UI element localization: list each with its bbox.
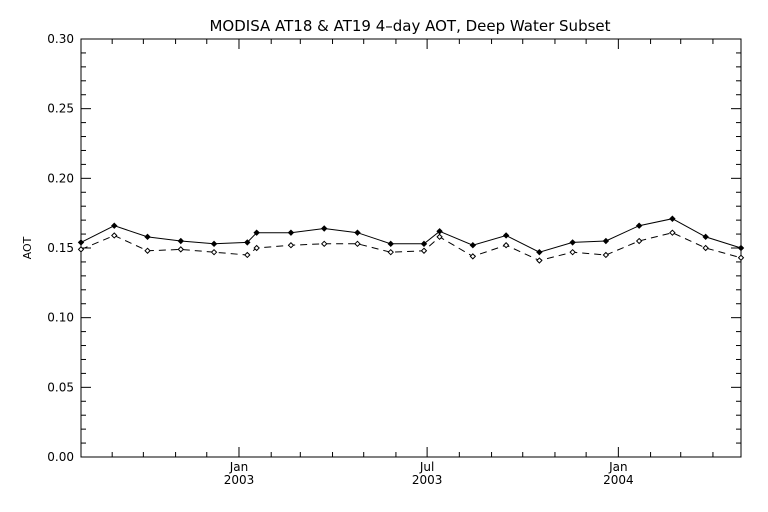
data-point-solid-series	[469, 242, 477, 249]
data-point-solid-series	[737, 244, 745, 252]
data-point-dashed-series	[669, 229, 676, 236]
chart-title: MODISA AT18 & AT19 4–day AOT, Deep Water…	[209, 17, 610, 35]
data-point-dashed-series	[737, 254, 745, 261]
data-point-solid-series	[77, 239, 85, 246]
y-tick-label: 0.05	[47, 380, 74, 394]
data-point-dashed-series	[210, 248, 218, 256]
x-tick-label-year: 2004	[603, 473, 634, 487]
axis-ticks	[81, 38, 741, 458]
data-point-solid-series	[536, 248, 543, 256]
x-tick-label-month: Jan	[608, 460, 628, 474]
data-point-solid-series	[387, 240, 394, 248]
x-tick-label-year: 2003	[412, 473, 443, 487]
data-point-dashed-series	[77, 246, 85, 253]
y-axis-title: AOT	[21, 236, 34, 259]
data-point-solid-series	[569, 239, 576, 246]
data-point-dashed-series	[177, 246, 184, 253]
data-point-dashed-series	[244, 251, 251, 259]
x-tick-label-month: Jul	[419, 460, 434, 474]
y-tick-label: 0.20	[47, 171, 74, 185]
x-tick-label-year: 2003	[224, 473, 255, 487]
data-point-dashed-series	[387, 248, 394, 256]
data-point-dashed-series	[702, 244, 709, 252]
data-point-dashed-series	[502, 242, 510, 249]
data-point-dashed-series	[635, 237, 643, 245]
data-point-dashed-series	[321, 240, 328, 248]
data-point-solid-series	[420, 240, 428, 248]
data-point-dashed-series	[144, 247, 151, 254]
data-point-solid-series	[244, 239, 251, 246]
y-tick-label: 0.00	[47, 450, 74, 464]
data-point-solid-series	[144, 233, 151, 241]
data-point-dashed-series	[602, 251, 610, 259]
data-point-solid-series	[602, 237, 610, 245]
data-point-dashed-series	[111, 232, 118, 239]
data-point-solid-series	[210, 240, 218, 248]
data-point-solid-series	[111, 222, 118, 229]
data-point-dashed-series	[436, 233, 443, 241]
data-point-solid-series	[287, 229, 295, 236]
data-point-solid-series	[669, 215, 676, 222]
data-point-solid-series	[635, 222, 643, 229]
data-point-solid-series	[253, 229, 260, 236]
data-point-dashed-series	[569, 248, 576, 256]
y-tick-label: 0.15	[47, 241, 74, 255]
data-point-solid-series	[702, 233, 709, 241]
y-tick-label: 0.25	[47, 102, 74, 116]
data-point-solid-series	[321, 225, 328, 232]
data-point-dashed-series	[287, 242, 295, 249]
data-point-solid-series	[502, 232, 510, 239]
series-line-solid	[80, 218, 742, 253]
series-layer	[77, 215, 745, 264]
data-point-dashed-series	[420, 247, 428, 254]
data-point-dashed-series	[536, 257, 543, 264]
y-tick-label: 0.10	[47, 311, 74, 325]
data-point-dashed-series	[253, 244, 260, 252]
data-point-dashed-series	[354, 240, 361, 248]
data-point-dashed-series	[469, 253, 477, 260]
x-tick-label-month: Jan	[229, 460, 249, 474]
data-point-solid-series	[177, 237, 184, 245]
series-line-dashed	[80, 232, 742, 262]
data-point-solid-series	[354, 229, 361, 236]
axis-tick-labels: 0.000.050.100.150.200.250.30Jan2003Jul20…	[47, 32, 633, 487]
y-tick-label: 0.30	[47, 32, 74, 46]
